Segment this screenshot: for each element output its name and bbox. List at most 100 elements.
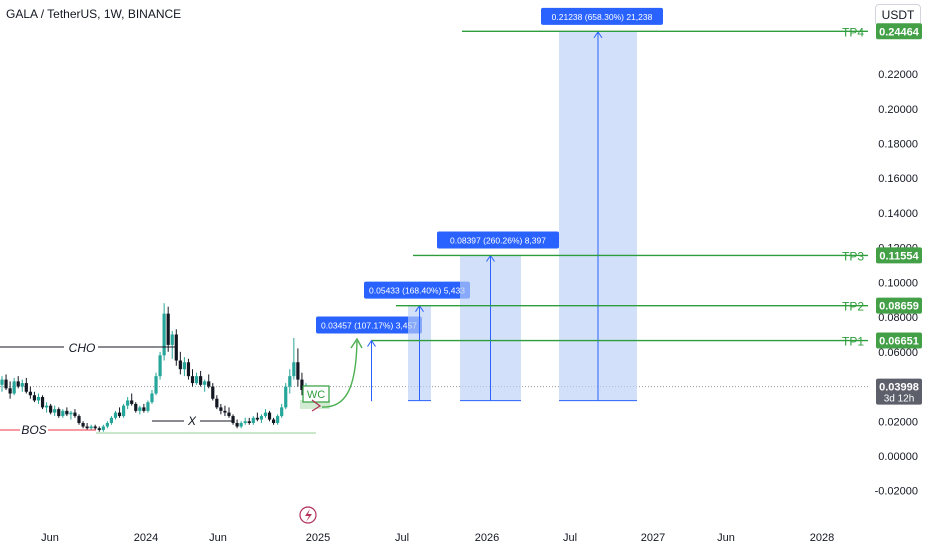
target-price-badge [876,247,922,264]
candle-body [40,396,45,408]
candle-body [271,419,276,424]
candle-body [8,388,12,394]
projection-curve[interactable] [321,340,358,408]
candle-body [207,381,211,387]
y-tick-label: 0.18000 [878,139,918,151]
x-label: X [187,414,197,428]
candle-body [259,416,264,420]
candle-body [89,426,93,429]
lightning-replay-icon[interactable] [299,506,317,524]
bos-label: BOS [21,423,46,437]
candle-body [243,421,247,424]
y-tick-label: 0.16000 [878,173,918,185]
candle-body [186,362,191,377]
measure-label-bg [364,281,470,299]
target-price-badge [876,332,922,349]
candle-body [215,398,219,408]
candle-body [138,407,142,411]
candle-body [97,428,101,430]
candle-body [105,423,109,427]
measure-label-bg [541,7,663,25]
candle-body [211,386,215,399]
x-tick-label: Jun [209,532,227,544]
y-tick-label: 0.14000 [878,208,918,220]
measure-label-bg [437,231,559,249]
candle-body [267,412,272,420]
x-tick-label: 2028 [810,532,834,544]
candle-body [284,386,288,408]
y-tick-label: 0.20000 [878,104,918,116]
candle-body [142,407,146,411]
candle-body [292,362,296,377]
candle-body [117,412,122,417]
candle-body [81,423,85,427]
candle-body [150,393,154,403]
candle-body [28,391,32,396]
candle-body [101,426,105,430]
candle-body [219,407,223,411]
candle-body [223,410,227,413]
candle-body [109,417,114,424]
target-label: TP2 [842,300,864,314]
candle-body [296,362,300,380]
candle-body [235,423,239,427]
candle-body [16,381,20,387]
candle-body [231,416,235,424]
candle-body [247,421,251,424]
choch-label-bg [64,339,98,355]
target-price: 0.08659 [879,301,919,313]
candle-body [24,383,28,392]
candles-layer [0,303,308,432]
candle-body [162,313,166,356]
candle-body [194,376,199,384]
candle-body [69,412,73,415]
candle-body [12,381,16,394]
choch-label: CHO [69,341,96,355]
time-axis: Jun 2024 Jun 2025 Jul 2026 Jul 2027 Jun 2028 [41,506,834,544]
candle-body [85,426,89,429]
candle-body [113,412,118,418]
candle-body [73,412,77,417]
candle-body [276,416,280,424]
wc-zone[interactable] [300,400,330,409]
candle-body [65,410,69,415]
candle-body [57,409,61,417]
candle-body [49,405,53,413]
wc-label: WC [307,389,325,401]
candle-body [130,400,134,404]
candle-body [53,409,57,413]
x-tick-label: 2024 [134,532,158,544]
candle-body [203,381,207,385]
candle-body [280,407,284,417]
candle-body [199,376,203,385]
target-price-badge [876,23,922,40]
y-tick-label: 0.06000 [878,347,918,359]
candle-body [227,412,231,417]
chart-title: GALA / TetherUS, 1W, BINANCE [6,7,182,21]
candle-body [166,313,170,345]
candle-body [36,396,41,401]
measure-arrowhead [367,339,376,347]
drop-arrow [311,399,322,412]
measure-boxes-layer: 0.03457 (107.17%) 3,457 0.05433 (168.40%)… [316,7,663,402]
x-tick-label: Jul [563,532,577,544]
x-tick-label: Jun [41,532,59,544]
x-tick-label: 2026 [475,532,499,544]
target-label: TP3 [842,249,864,263]
measure-label: 0.08397 (260.26%) 8,397 [450,235,546,245]
candle-body [300,379,304,391]
x-label-bg [184,413,200,429]
candle-body [158,355,162,377]
price-axis: 0.220000.200000.180000.160000.140000.120… [875,23,922,498]
x-tick-label: 2025 [306,532,330,544]
candle-body [178,360,182,370]
candle-body [134,403,138,411]
wc-label-box [302,385,330,403]
candle-body [44,405,49,408]
candle-body [154,376,158,394]
last-price-value: 0.03998 [879,382,919,394]
candle-body [288,376,292,387]
candle-body [32,395,37,401]
candle-body [126,400,130,406]
